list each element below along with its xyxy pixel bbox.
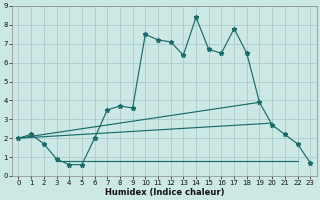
- X-axis label: Humidex (Indice chaleur): Humidex (Indice chaleur): [105, 188, 224, 197]
